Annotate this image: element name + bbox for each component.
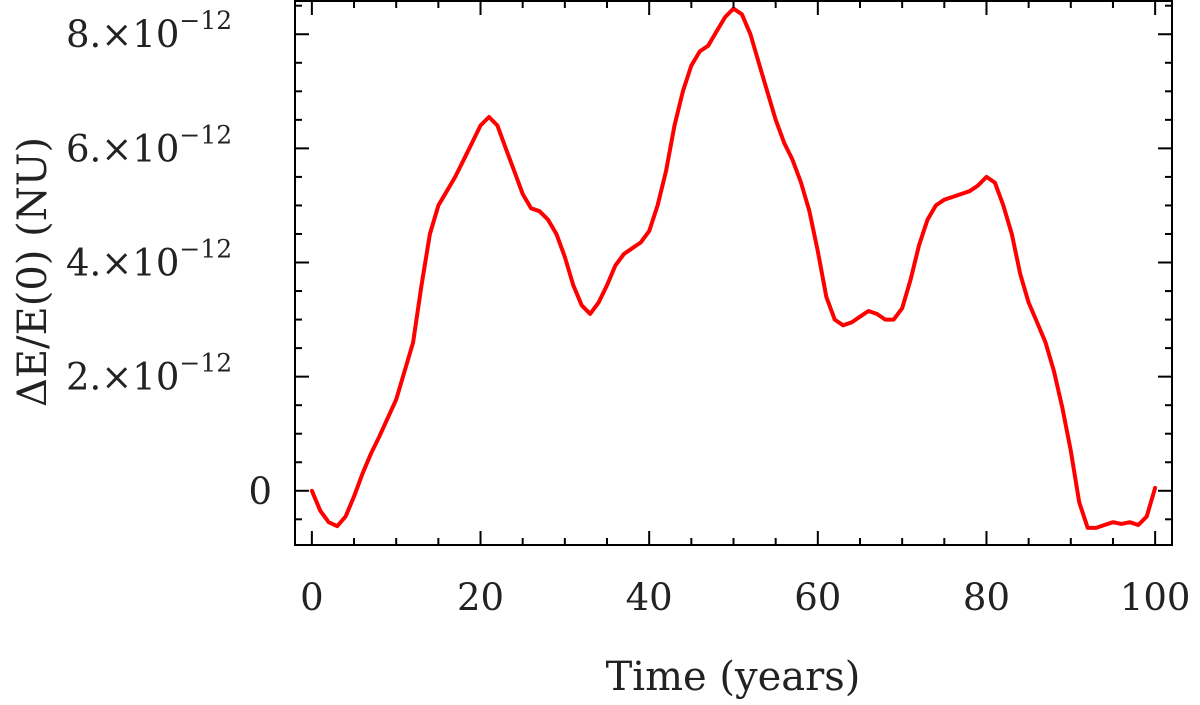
x-tick-label: 80 xyxy=(963,576,1010,619)
x-tick-label: 20 xyxy=(457,576,504,619)
y-tick-label: 2.×10−12 xyxy=(66,349,232,399)
x-tick-label: 40 xyxy=(626,576,673,619)
y-tick-label: 4.×10−12 xyxy=(66,235,232,285)
y-tick-label: 6.×10−12 xyxy=(66,120,232,170)
axis-ticks xyxy=(295,1,1172,545)
plot-frame xyxy=(294,0,1173,546)
y-tick-labels: 0 2.×10−12 4.×10−12 6.×10−12 8.×10−12 xyxy=(66,6,272,513)
x-tick-label: 100 xyxy=(1120,576,1191,619)
y-tick-label: 0 xyxy=(248,470,272,513)
x-tick-label: 0 xyxy=(300,576,324,619)
x-axis-title: Time (years) xyxy=(606,654,861,700)
x-tick-label: 60 xyxy=(794,576,841,619)
y-tick-label: 8.×10−12 xyxy=(66,6,232,56)
x-tick-labels: 0 20 40 60 80 100 xyxy=(300,576,1190,619)
energy-error-series-line xyxy=(309,6,1158,530)
y-axis-title: ΔE/E(0) (NU) xyxy=(10,137,56,407)
